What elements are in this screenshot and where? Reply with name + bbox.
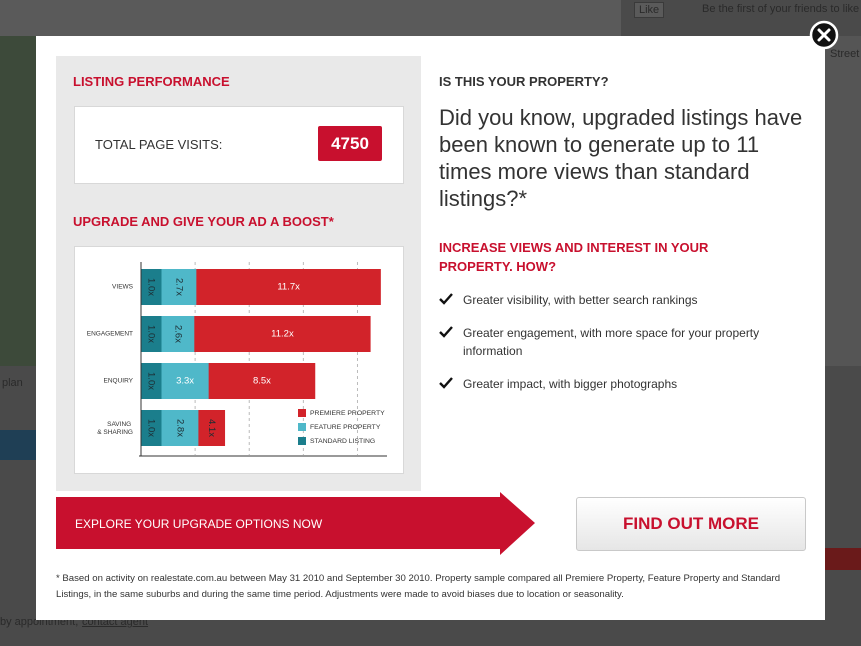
boost-heading: UPGRADE AND GIVE YOUR AD A BOOST* [73,214,334,229]
benefit-text: Greater visibility, with better search r… [463,293,698,307]
check-icon [439,293,453,305]
bg-button [820,548,861,570]
bg-map [825,36,861,366]
visits-value: 4750 [318,126,382,161]
bg-photo [0,36,36,366]
chart-box [74,246,404,474]
plan: plan [2,377,23,389]
like-button[interactable]: Like [634,2,665,18]
check-icon [439,326,453,338]
question: Did you know, upgraded listings have bee… [439,105,803,211]
footnote: * Based on activity on realestate.com.au… [56,573,781,600]
right-heading: IS THIS YOUR PROPERTY? [439,74,609,89]
check-icon [439,377,453,389]
benefit-text: Greater engagement, with more space for … [463,326,760,358]
explore-text: EXPLORE YOUR UPGRADE OPTIONS NOW [75,517,323,531]
find-out-more-button[interactable]: FIND OUT MORE [576,497,806,551]
street: Street [830,48,860,60]
like-text: Be the first of your friends to like [702,3,860,15]
bg-block [0,0,621,36]
bg-bar [0,430,36,460]
close-button[interactable] [809,20,839,50]
benefit-text: Greater impact, with bigger photographs [463,377,678,391]
visits-label: TOTAL PAGE VISITS: [95,137,223,152]
how-heading: INCREASE VIEWS AND INTEREST IN YOUR PROP… [439,240,709,274]
listing-heading: LISTING PERFORMANCE [73,74,230,89]
